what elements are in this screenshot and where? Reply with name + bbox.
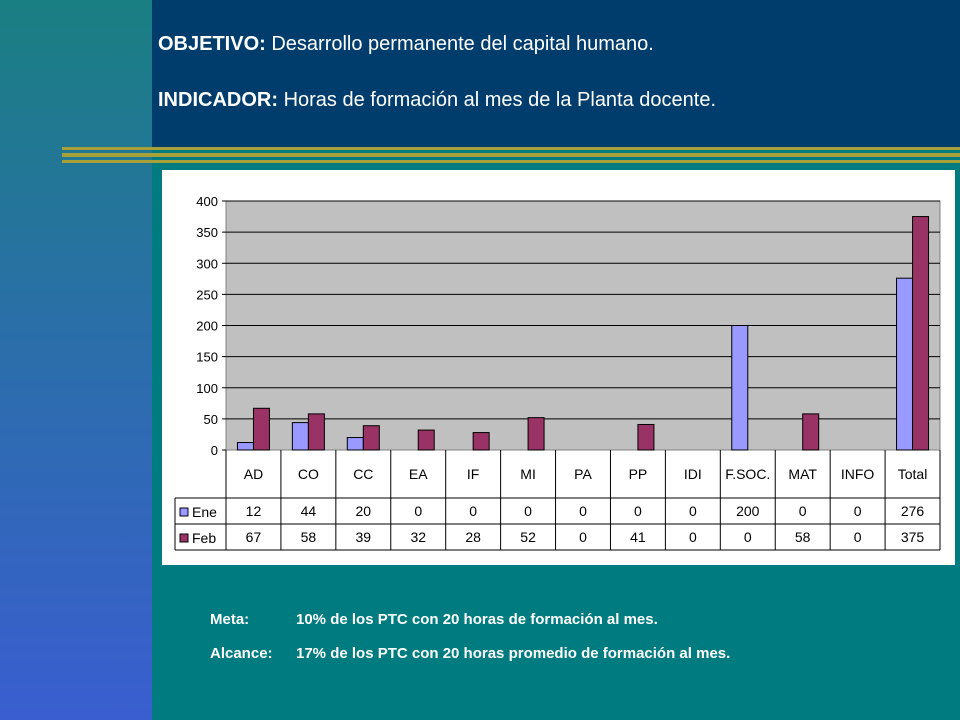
- x-category-label: F.SOC.: [725, 466, 770, 482]
- bar-feb: [362, 425, 380, 451]
- table-value: 0: [689, 503, 697, 519]
- bar-feb: [802, 413, 820, 451]
- x-category-label: EA: [409, 466, 428, 482]
- meta-text: 10% de los PTC con 20 horas de formación…: [296, 611, 658, 628]
- table-value: 67: [246, 529, 262, 545]
- bar-ene: [731, 325, 749, 451]
- indicador-label: INDICADOR:: [158, 89, 278, 111]
- indicador-line: INDICADOR: Horas de formación al mes de …: [158, 89, 716, 112]
- y-tick-label: 100: [196, 381, 218, 396]
- y-tick-label: 400: [196, 194, 218, 209]
- table-value: 58: [795, 529, 811, 545]
- x-category-label: IDI: [684, 466, 702, 482]
- divider-stripe: [62, 160, 960, 163]
- table-value: 0: [579, 529, 587, 545]
- alcance-text: 17% de los PTC con 20 horas promedio de …: [296, 645, 731, 662]
- x-category-label: INFO: [841, 466, 875, 482]
- bar-ene: [236, 442, 254, 451]
- bar-feb: [307, 413, 325, 451]
- table-value: 0: [689, 529, 697, 545]
- header-band: [152, 0, 960, 150]
- table-value: 0: [854, 529, 862, 545]
- y-tick-label: 200: [196, 319, 218, 334]
- y-tick-label: 250: [196, 287, 218, 302]
- x-category-label: Total: [898, 466, 928, 482]
- table-value: 0: [524, 503, 532, 519]
- table-value: 44: [301, 503, 317, 519]
- bar-feb: [472, 432, 490, 451]
- alcance-label: Alcance:: [210, 645, 273, 662]
- x-category-label: CO: [298, 466, 319, 482]
- bar-feb: [527, 417, 545, 451]
- y-tick-label: 350: [196, 225, 218, 240]
- x-category-label: CC: [353, 466, 373, 482]
- x-category-label: MAT: [788, 466, 817, 482]
- y-tick-label: 150: [196, 350, 218, 365]
- left-decorative-band: [0, 0, 152, 720]
- legend-swatch-feb: [179, 533, 189, 543]
- table-value: 0: [744, 529, 752, 545]
- bar-feb: [637, 423, 655, 451]
- alcance-note: Alcance: 17% de los PTC con 20 horas prom…: [210, 645, 730, 662]
- bar-ene: [896, 277, 914, 451]
- table-value: 0: [414, 503, 422, 519]
- bar-feb: [417, 429, 435, 451]
- table-value: 0: [469, 503, 477, 519]
- bar-feb: [912, 216, 930, 451]
- table-value: 276: [901, 503, 925, 519]
- bar-feb: [252, 407, 270, 451]
- table-value: 41: [630, 529, 646, 545]
- y-tick-label: 300: [196, 256, 218, 271]
- table-value: 0: [854, 503, 862, 519]
- objetivo-label: OBJETIVO:: [158, 33, 266, 55]
- indicador-text: Horas de formación al mes de la Planta d…: [283, 89, 717, 111]
- table-value: 0: [799, 503, 807, 519]
- objetivo-line: OBJETIVO: Desarrollo permanente del capi…: [158, 33, 654, 56]
- table-value: 28: [465, 529, 481, 545]
- table-value: 12: [246, 503, 262, 519]
- legend-swatch-ene: [179, 507, 189, 517]
- table-value: 39: [356, 529, 372, 545]
- meta-note: Meta: 10% de los PTC con 20 horas de form…: [210, 611, 658, 628]
- x-category-label: MI: [520, 466, 536, 482]
- table-value: 32: [410, 529, 426, 545]
- bar-ene: [291, 422, 309, 451]
- table-value: 52: [520, 529, 536, 545]
- table-value: 0: [634, 503, 642, 519]
- divider-stripe: [62, 153, 960, 157]
- x-category-label: IF: [467, 466, 479, 482]
- legend-label: Ene: [192, 504, 217, 520]
- legend-label: Feb: [192, 530, 216, 546]
- table-value: 200: [736, 503, 760, 519]
- table-value: 58: [301, 529, 317, 545]
- table-value: 375: [901, 529, 925, 545]
- table-value: 0: [579, 503, 587, 519]
- divider-stripe: [62, 147, 960, 150]
- meta-label: Meta:: [210, 611, 250, 628]
- x-category-label: PA: [574, 466, 592, 482]
- y-tick-label: 50: [204, 412, 218, 427]
- chart-container: 0 50 100 150 200 250 300 350 400 AD CO CC EA IF MI PA PP…: [162, 170, 955, 565]
- x-category-label: PP: [629, 466, 648, 482]
- y-tick-label: 0: [211, 443, 218, 458]
- table-value: 20: [356, 503, 372, 519]
- bar-ene: [346, 437, 364, 451]
- objetivo-text: Desarrollo permanente del capital humano…: [271, 33, 654, 55]
- x-category-label: AD: [244, 466, 263, 482]
